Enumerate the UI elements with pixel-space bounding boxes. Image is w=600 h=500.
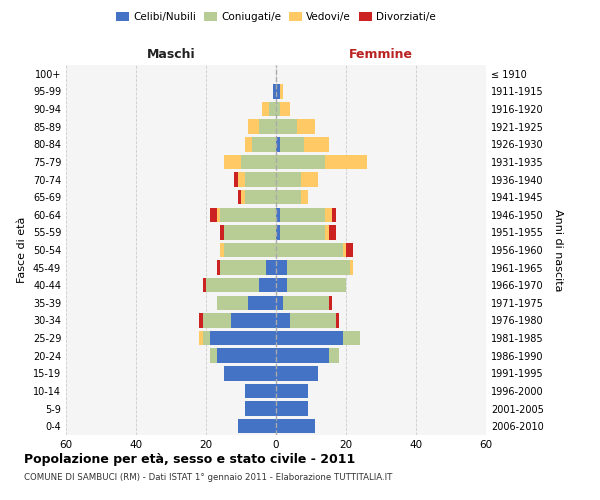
Bar [276, 102, 280, 117]
Bar [276, 331, 343, 345]
Bar [276, 190, 301, 204]
Bar [343, 243, 346, 257]
Bar [276, 296, 283, 310]
Bar [241, 190, 245, 204]
Bar [346, 243, 353, 257]
Bar [280, 102, 290, 117]
Bar [203, 278, 206, 292]
Bar [223, 225, 276, 240]
Bar [238, 172, 245, 186]
Bar [301, 172, 318, 186]
Bar [220, 208, 276, 222]
Bar [276, 243, 343, 257]
Bar [245, 172, 276, 186]
Bar [248, 296, 276, 310]
Bar [304, 137, 329, 152]
Bar [209, 331, 276, 345]
Bar [276, 137, 280, 152]
Bar [276, 154, 325, 169]
Bar [297, 120, 314, 134]
Bar [251, 137, 276, 152]
Bar [287, 260, 349, 275]
Bar [223, 243, 276, 257]
Bar [203, 331, 209, 345]
Bar [290, 314, 335, 328]
Text: Maschi: Maschi [146, 48, 196, 62]
Bar [199, 331, 203, 345]
Bar [272, 84, 276, 98]
Bar [220, 260, 265, 275]
Bar [265, 260, 276, 275]
Bar [245, 384, 276, 398]
Bar [276, 366, 318, 380]
Bar [269, 102, 276, 117]
Bar [276, 172, 301, 186]
Bar [230, 314, 276, 328]
Bar [199, 314, 203, 328]
Bar [349, 260, 353, 275]
Bar [335, 314, 339, 328]
Bar [280, 137, 304, 152]
Bar [245, 402, 276, 416]
Bar [245, 137, 251, 152]
Bar [206, 278, 259, 292]
Bar [223, 154, 241, 169]
Bar [276, 402, 308, 416]
Legend: Celibi/Nubili, Coniugati/e, Vedovi/e, Divorziati/e: Celibi/Nubili, Coniugati/e, Vedovi/e, Di… [112, 8, 440, 26]
Bar [241, 154, 276, 169]
Bar [287, 278, 346, 292]
Bar [238, 419, 276, 434]
Text: COMUNE DI SAMBUCI (RM) - Dati ISTAT 1° gennaio 2011 - Elaborazione TUTTITALIA.IT: COMUNE DI SAMBUCI (RM) - Dati ISTAT 1° g… [24, 472, 392, 482]
Bar [217, 208, 220, 222]
Bar [283, 296, 329, 310]
Bar [248, 120, 259, 134]
Bar [217, 296, 248, 310]
Bar [325, 225, 329, 240]
Bar [276, 278, 287, 292]
Bar [217, 348, 276, 363]
Bar [276, 348, 329, 363]
Bar [325, 208, 332, 222]
Bar [276, 120, 297, 134]
Bar [220, 243, 223, 257]
Bar [276, 260, 287, 275]
Bar [223, 366, 276, 380]
Bar [329, 296, 332, 310]
Bar [332, 208, 335, 222]
Bar [276, 384, 308, 398]
Bar [280, 84, 283, 98]
Bar [276, 208, 280, 222]
Bar [280, 225, 325, 240]
Bar [262, 102, 269, 117]
Bar [203, 314, 230, 328]
Bar [217, 260, 220, 275]
Bar [280, 208, 325, 222]
Bar [220, 225, 223, 240]
Text: Femmine: Femmine [349, 48, 413, 62]
Bar [209, 208, 217, 222]
Bar [276, 225, 280, 240]
Bar [259, 278, 276, 292]
Text: Popolazione per età, sesso e stato civile - 2011: Popolazione per età, sesso e stato civil… [24, 452, 355, 466]
Bar [238, 190, 241, 204]
Bar [276, 314, 290, 328]
Bar [245, 190, 276, 204]
Bar [259, 120, 276, 134]
Bar [301, 190, 308, 204]
Bar [325, 154, 367, 169]
Bar [343, 331, 360, 345]
Y-axis label: Anni di nascita: Anni di nascita [553, 209, 563, 291]
Bar [329, 225, 335, 240]
Bar [329, 348, 339, 363]
Bar [276, 419, 314, 434]
Y-axis label: Fasce di età: Fasce di età [17, 217, 27, 283]
Bar [234, 172, 238, 186]
Bar [276, 84, 280, 98]
Bar [209, 348, 217, 363]
